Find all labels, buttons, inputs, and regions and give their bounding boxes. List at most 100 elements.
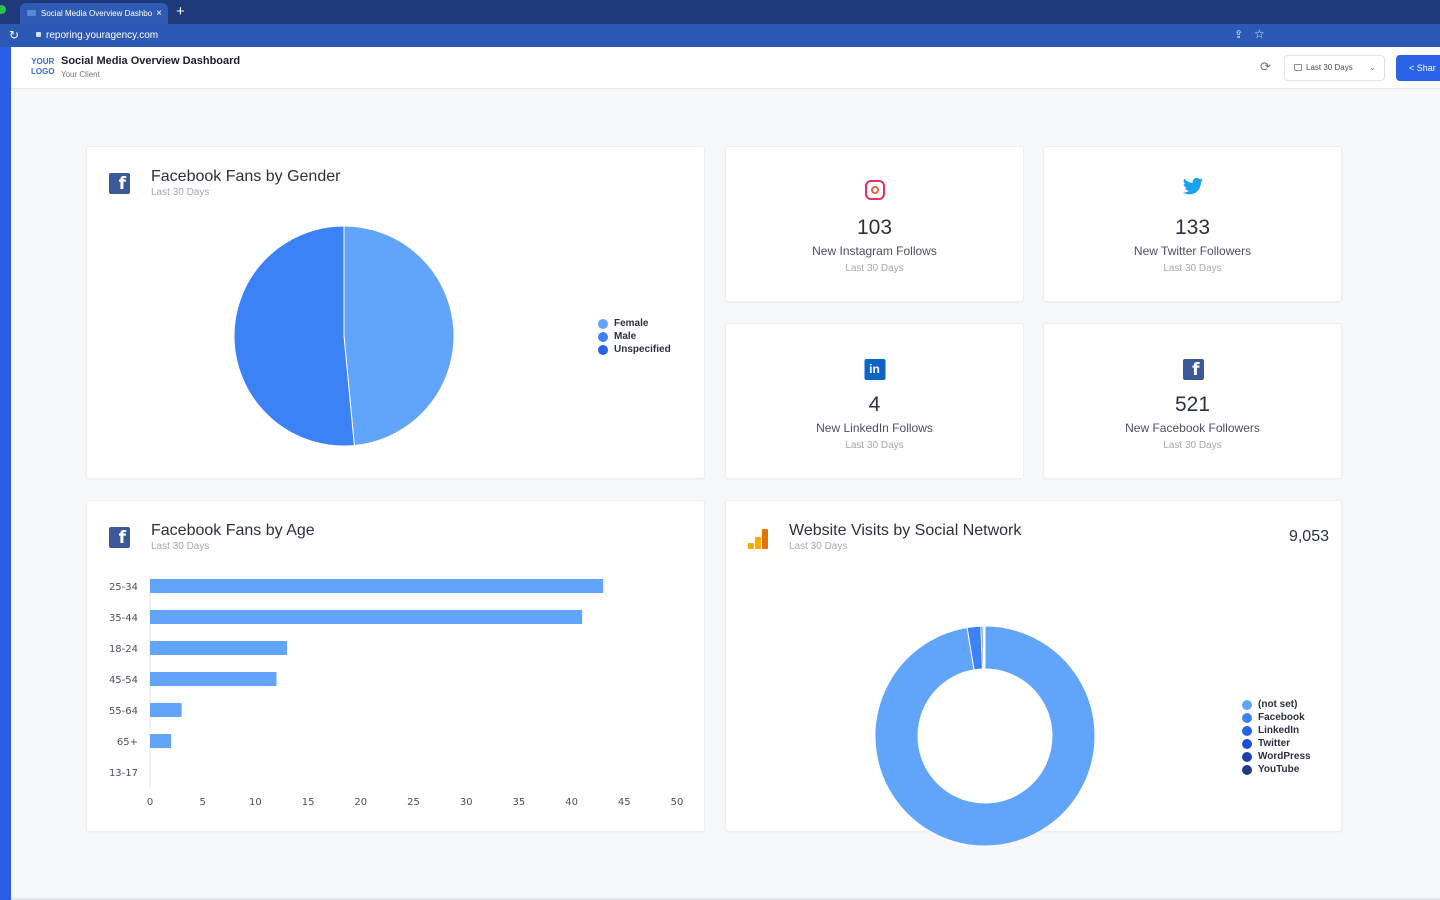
visits-card-subtitle: Last 30 Days bbox=[789, 541, 848, 552]
x-tick-label: 25 bbox=[407, 797, 420, 808]
visits-card-title: Website Visits by Social Network bbox=[789, 522, 1022, 539]
age-card-title: Facebook Fans by Age bbox=[151, 522, 315, 539]
x-tick-label: 50 bbox=[671, 797, 684, 808]
dashboard-header: YOUR LOGO Social Media Overview Dashboar… bbox=[11, 47, 1440, 89]
instagram-period: Last 30 Days bbox=[845, 263, 904, 274]
client-name: Your Client bbox=[61, 70, 100, 79]
address-bar: ↻ reporing.youragency.com ⇪ ☆ bbox=[0, 24, 1440, 47]
facebook-value: 521 bbox=[1174, 393, 1211, 416]
y-tick-label: 25-34 bbox=[109, 582, 138, 593]
browser-tab[interactable]: Social Media Overview Dashbo × bbox=[20, 3, 168, 24]
share-button[interactable]: < Shar bbox=[1396, 55, 1440, 81]
legend-item-male[interactable]: Male bbox=[598, 330, 671, 343]
y-tick-label: 45-54 bbox=[109, 675, 138, 686]
facebook-icon: f bbox=[109, 173, 130, 194]
twitter-label: New Twitter Followers bbox=[1133, 244, 1252, 258]
url-field[interactable]: reporing.youragency.com bbox=[36, 29, 158, 42]
share-icon: < bbox=[1409, 63, 1415, 73]
legend-item-twitter[interactable]: Twitter bbox=[1242, 737, 1311, 750]
slice-not-set bbox=[874, 625, 1096, 847]
browser-tab-bar: Social Media Overview Dashbo × + bbox=[0, 0, 1440, 24]
y-tick-label: 35-44 bbox=[109, 613, 138, 624]
instagram-icon bbox=[864, 180, 885, 200]
slice-female bbox=[343, 225, 455, 447]
window-control-dot[interactable] bbox=[0, 5, 6, 14]
legend-label: YouTube bbox=[1258, 764, 1300, 775]
legend-swatch bbox=[598, 344, 608, 355]
tab-title: Social Media Overview Dashbo bbox=[41, 9, 153, 18]
facebook-stat-card: f 521 New Facebook Followers Last 30 Day… bbox=[1043, 323, 1342, 479]
website-visits-card: Website Visits by Social Network Last 30… bbox=[725, 500, 1342, 847]
date-range-select[interactable]: Last 30 Days ⌄ bbox=[1284, 55, 1385, 81]
legend-item-female[interactable]: Female bbox=[598, 317, 671, 330]
legend-swatch bbox=[598, 318, 608, 329]
instagram-label: New Instagram Follows bbox=[812, 244, 937, 258]
linkedin-label: New LinkedIn Follows bbox=[816, 421, 933, 435]
legend-item-wordpress[interactable]: WordPress bbox=[1242, 750, 1311, 763]
y-tick-label: 55-64 bbox=[109, 706, 138, 717]
x-tick-label: 5 bbox=[200, 797, 206, 808]
refresh-icon[interactable]: ⟳ bbox=[1260, 59, 1271, 74]
legend-label: WordPress bbox=[1258, 751, 1311, 762]
x-tick-label: 20 bbox=[354, 797, 367, 808]
visits-donut-chart bbox=[874, 625, 1096, 847]
x-tick-label: 35 bbox=[513, 797, 526, 808]
legend-item-not-set[interactable]: (not set) bbox=[1242, 698, 1311, 711]
bar-45-54 bbox=[150, 672, 277, 686]
bar-35-44 bbox=[150, 610, 583, 624]
tab-close-icon[interactable]: × bbox=[156, 8, 162, 19]
share-page-icon[interactable]: ⇪ bbox=[1234, 29, 1244, 41]
y-tick-label: 65+ bbox=[117, 737, 138, 748]
legend-swatch bbox=[1242, 738, 1252, 749]
x-tick-label: 30 bbox=[460, 797, 473, 808]
legend-item-youtube[interactable]: YouTube bbox=[1242, 763, 1311, 776]
twitter-icon bbox=[1182, 177, 1204, 203]
bar-25-34 bbox=[150, 579, 604, 593]
legend-swatch bbox=[1242, 725, 1252, 736]
gender-card-subtitle: Last 30 Days bbox=[151, 187, 210, 198]
legend-swatch bbox=[1242, 712, 1252, 723]
gender-pie-chart bbox=[233, 225, 455, 447]
linkedin-value: 4 bbox=[868, 393, 881, 416]
facebook-icon: f bbox=[1182, 359, 1204, 380]
url-text: reporing.youragency.com bbox=[46, 30, 159, 41]
legend-label: (not set) bbox=[1258, 699, 1298, 710]
dashboard-app: YOUR LOGO Social Media Overview Dashboar… bbox=[11, 47, 1440, 900]
logo-line1: YOUR bbox=[31, 57, 55, 66]
agency-logo: YOUR LOGO bbox=[31, 57, 55, 77]
legend-swatch bbox=[1242, 764, 1252, 775]
bar-55-64 bbox=[150, 703, 182, 717]
x-tick-label: 0 bbox=[147, 797, 153, 808]
left-accent-strip bbox=[0, 47, 11, 900]
share-label: Shar bbox=[1416, 63, 1436, 73]
x-tick-label: 15 bbox=[302, 797, 315, 808]
reload-icon[interactable]: ↻ bbox=[9, 28, 20, 42]
legend-swatch bbox=[1242, 751, 1252, 762]
instagram-stat-card: 103 New Instagram Follows Last 30 Days bbox=[725, 146, 1024, 302]
legend-swatch bbox=[598, 331, 608, 342]
legend-label: Facebook bbox=[1258, 712, 1305, 723]
gender-card-title: Facebook Fans by Gender bbox=[151, 168, 341, 185]
tab-favicon-icon bbox=[27, 10, 36, 16]
legend-item-unspecified[interactable]: Unspecified bbox=[598, 343, 671, 356]
legend-item-facebook[interactable]: Facebook bbox=[1242, 711, 1311, 724]
linkedin-period: Last 30 Days bbox=[845, 440, 904, 451]
calendar-icon bbox=[1294, 64, 1302, 71]
new-tab-button[interactable]: + bbox=[176, 3, 185, 20]
bar-65 bbox=[150, 734, 172, 748]
slice-male bbox=[233, 225, 355, 447]
facebook-gender-card: f Facebook Fans by Gender Last 30 Days F… bbox=[86, 146, 705, 479]
instagram-value: 103 bbox=[856, 216, 893, 239]
page-title: Social Media Overview Dashboard bbox=[61, 55, 241, 67]
bookmark-star-icon[interactable]: ☆ bbox=[1254, 27, 1265, 41]
legend-label: Female bbox=[614, 318, 649, 329]
y-tick-label: 13-17 bbox=[109, 768, 138, 779]
gender-legend: Female Male Unspecified bbox=[598, 317, 671, 356]
facebook-age-card: f Facebook Fans by Age Last 30 Days 25-3… bbox=[86, 500, 705, 832]
legend-item-linkedin[interactable]: LinkedIn bbox=[1242, 724, 1311, 737]
facebook-period: Last 30 Days bbox=[1163, 440, 1222, 451]
y-tick-label: 18-24 bbox=[109, 644, 138, 655]
facebook-icon: f bbox=[109, 527, 130, 548]
twitter-period: Last 30 Days bbox=[1163, 263, 1222, 274]
twitter-value: 133 bbox=[1174, 216, 1211, 239]
